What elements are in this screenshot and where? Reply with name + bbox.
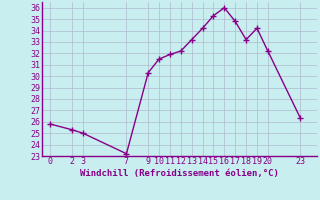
X-axis label: Windchill (Refroidissement éolien,°C): Windchill (Refroidissement éolien,°C) — [80, 169, 279, 178]
